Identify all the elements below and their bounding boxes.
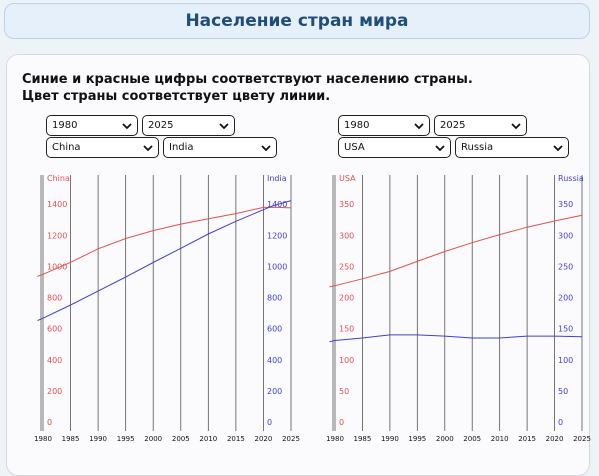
left-right-y-tick-label: 1200: [267, 231, 287, 240]
right-x-tick-label: 2015: [518, 435, 536, 443]
chevron-down-icon: [261, 145, 271, 152]
left-right-y-tick-label: 400: [267, 356, 282, 365]
right-end-year-select[interactable]: 2025: [434, 115, 527, 136]
chevron-down-icon: [414, 123, 424, 130]
page-header: Население стран мира: [4, 3, 590, 39]
instructions: Синие и красные цифры соответствуют насе…: [22, 71, 473, 105]
left-left-y-tick-label: 1200: [47, 231, 67, 240]
right-country-red-select[interactable]: USA: [338, 137, 451, 158]
right-left-y-tick-label: 100: [339, 356, 354, 365]
chevron-down-icon: [122, 123, 132, 130]
right-end-year-value: 2025: [440, 120, 466, 131]
left-x-tick-label: 2015: [227, 435, 245, 443]
left-left-axis-label: China: [47, 174, 70, 183]
left-start-year-value: 1980: [52, 120, 78, 131]
right-left-y-tick-label: 200: [339, 294, 354, 303]
left-x-tick-label: 1985: [62, 435, 80, 443]
left-start-year-select[interactable]: 1980: [46, 115, 138, 136]
left-left-y-tick-label: 1000: [47, 262, 67, 271]
population-chart-right: 1980 1985 1990 1995 2000 2005 2010 2015 2020 2025…: [326, 174, 591, 443]
right-right-axis-label: Russia: [558, 174, 584, 183]
left-left-y-tick-label: 800: [47, 294, 62, 303]
chevron-down-icon: [553, 145, 563, 152]
chevron-down-icon: [143, 145, 153, 152]
right-right-y-tick-label: 0: [558, 418, 563, 427]
right-right-y-tick-label: 200: [558, 294, 573, 303]
right-right-y-tick-label: 300: [558, 231, 573, 240]
left-x-tick-label: 1995: [117, 435, 135, 443]
right-start-year-value: 1980: [344, 120, 370, 131]
instruction-line-2: Цвет страны соответствует цвету линии.: [22, 89, 331, 104]
left-series-line-china: [37, 206, 292, 277]
right-x-tick-label: 2000: [436, 435, 454, 443]
right-series-line-russia: [329, 334, 583, 343]
left-x-tick-label: 2010: [199, 435, 217, 443]
instruction-line-1: Синие и красные цифры соответствуют насе…: [22, 72, 473, 87]
chevron-down-icon: [219, 123, 229, 130]
left-x-tick-label: 1990: [89, 435, 107, 443]
left-right-y-tick-label: 200: [267, 387, 282, 396]
left-left-y-tick-label: 200: [47, 387, 62, 396]
right-x-tick-label: 1990: [381, 435, 399, 443]
left-left-y-tick-label: 0: [47, 418, 52, 427]
right-country-blue-select[interactable]: Russia: [455, 137, 569, 158]
right-right-y-tick-label: 150: [558, 325, 573, 334]
population-chart-left: 1980 1985 1990 1995 2000 2005 2010 2015 2020 2025…: [34, 174, 300, 443]
left-left-y-tick-label: 600: [47, 325, 62, 334]
right-right-y-tick-label: 250: [558, 262, 573, 271]
left-x-tick-label: 2000: [144, 435, 162, 443]
left-end-year-select[interactable]: 2025: [142, 115, 235, 136]
left-end-year-value: 2025: [148, 120, 174, 131]
left-series-line-india: [37, 200, 292, 322]
right-x-tick-label: 2020: [546, 435, 564, 443]
right-country-red-value: USA: [344, 142, 365, 153]
left-right-y-tick-label: 800: [267, 294, 282, 303]
chevron-down-icon: [511, 123, 521, 130]
left-right-y-tick-label: 600: [267, 325, 282, 334]
left-left-y-tick-label: 1400: [47, 200, 67, 209]
right-x-tick-label: 1985: [354, 435, 372, 443]
left-right-axis-label: India: [267, 174, 287, 183]
left-country-red-select[interactable]: China: [46, 137, 159, 158]
right-x-tick-label: 2005: [463, 435, 481, 443]
right-left-y-tick-label: 150: [339, 325, 354, 334]
page-title: Население стран мира: [185, 11, 409, 31]
right-x-tick-label: 2010: [491, 435, 509, 443]
right-x-tick-label: 1980: [326, 435, 344, 443]
right-right-y-tick-label: 350: [558, 200, 573, 209]
right-country-blue-value: Russia: [461, 142, 494, 153]
left-right-y-tick-label: 0: [267, 418, 272, 427]
right-series-line-usa: [329, 214, 583, 288]
right-right-y-tick-label: 50: [558, 387, 568, 396]
left-x-tick-label: 2025: [282, 435, 300, 443]
left-country-blue-value: India: [169, 142, 194, 153]
left-x-tick-label: 1980: [34, 435, 52, 443]
right-x-tick-label: 1995: [408, 435, 426, 443]
chevron-down-icon: [435, 145, 445, 152]
left-country-blue-select[interactable]: India: [163, 137, 277, 158]
right-left-y-tick-label: 250: [339, 262, 354, 271]
right-right-y-tick-label: 100: [558, 356, 573, 365]
left-country-red-value: China: [52, 142, 81, 153]
right-x-tick-label: 2025: [573, 435, 591, 443]
right-left-axis-label: USA: [339, 174, 356, 183]
right-left-y-tick-label: 300: [339, 231, 354, 240]
left-left-y-tick-label: 400: [47, 356, 62, 365]
right-start-year-select[interactable]: 1980: [338, 115, 430, 136]
right-left-y-tick-label: 350: [339, 200, 354, 209]
left-right-y-tick-label: 1000: [267, 262, 287, 271]
left-x-tick-label: 2005: [172, 435, 190, 443]
right-left-y-tick-label: 0: [339, 418, 344, 427]
right-left-y-tick-label: 50: [339, 387, 349, 396]
left-x-tick-label: 2020: [255, 435, 273, 443]
